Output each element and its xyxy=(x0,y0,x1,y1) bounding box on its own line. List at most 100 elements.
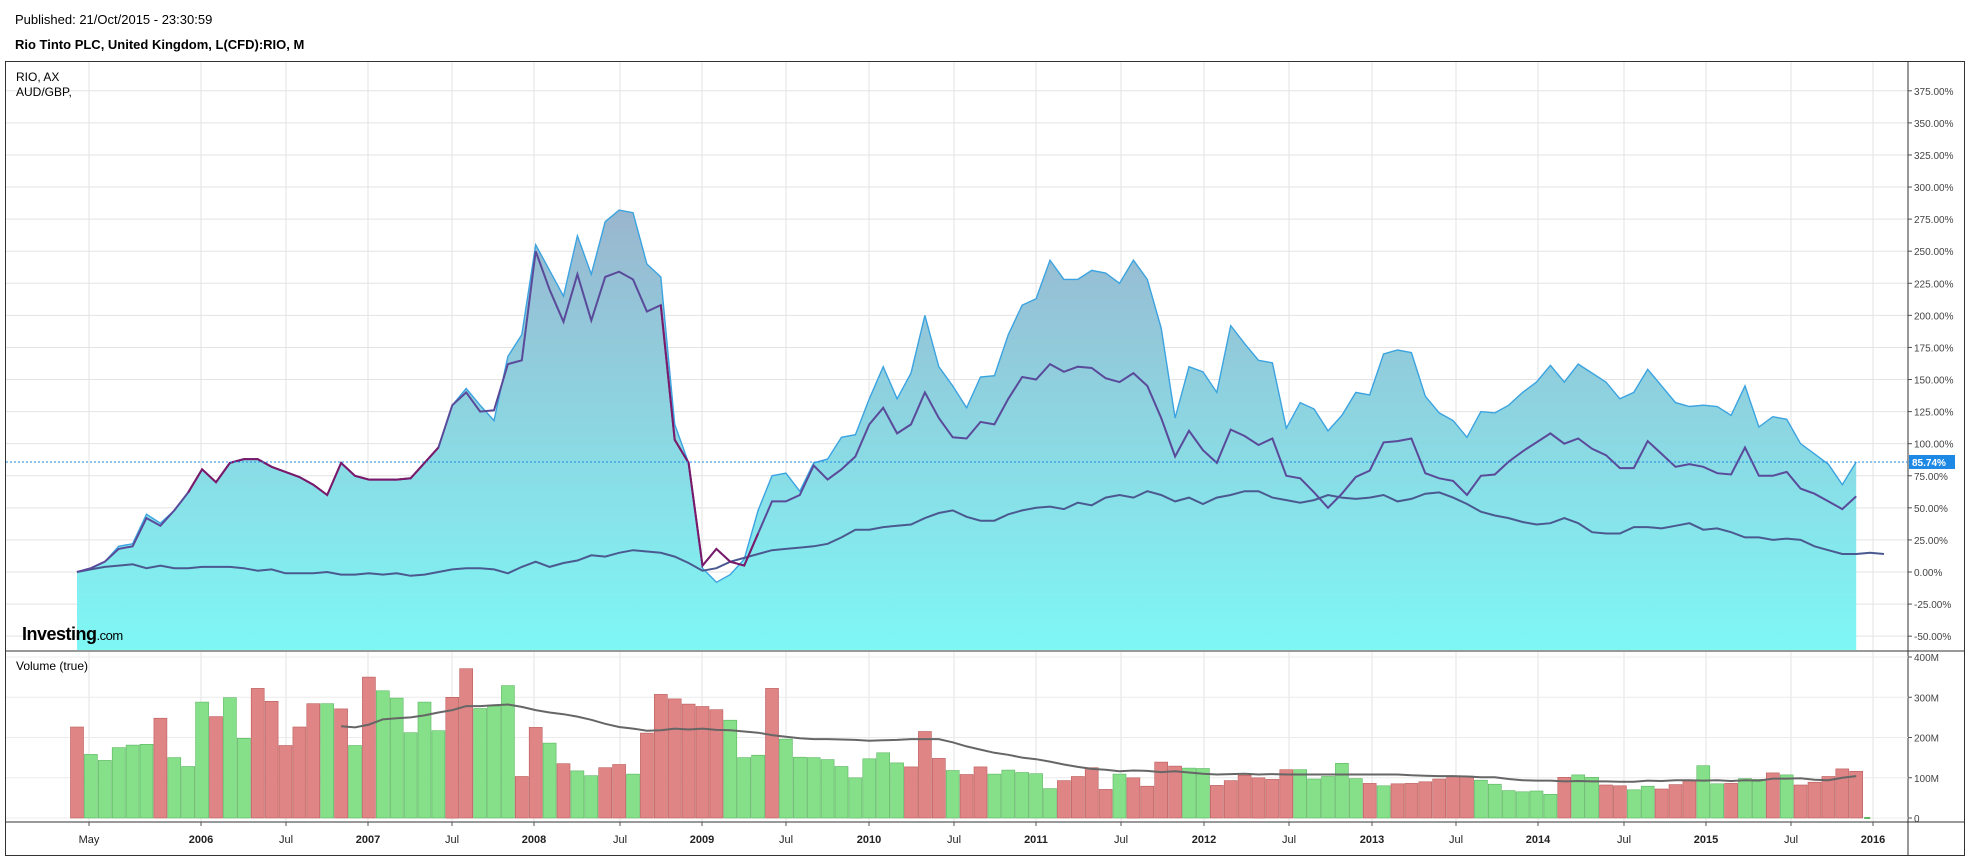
series-line-aud-gbp xyxy=(76,490,1885,577)
x-tick-label: 2013 xyxy=(1360,834,1384,846)
volume-bar xyxy=(1515,791,1530,819)
volume-bar xyxy=(1140,785,1155,819)
x-tick-label: Jul xyxy=(1449,834,1463,846)
volume-bar xyxy=(1182,767,1196,819)
x-tick-label: 2009 xyxy=(690,834,714,846)
legend-item-rio-ax: RIO, AX xyxy=(16,70,60,84)
volume-bar xyxy=(1474,779,1488,819)
y-tick-label: 250.00% xyxy=(1914,247,1954,258)
x-tick-label: 2011 xyxy=(1024,834,1048,846)
volume-bar xyxy=(695,706,710,819)
volume-bar xyxy=(125,744,140,819)
legend-item-aud-gbp: AUD/GBP, xyxy=(16,85,72,99)
volume-bar xyxy=(945,770,960,819)
volume-bar xyxy=(167,757,182,819)
y-tick-label: 300.00% xyxy=(1914,183,1954,194)
volume-bar xyxy=(1349,778,1363,819)
volume-bar xyxy=(1571,774,1585,819)
y-tick-label: 150.00% xyxy=(1914,376,1954,387)
x-tick-label: Jul xyxy=(613,834,627,846)
volume-bar xyxy=(111,747,126,819)
volume-bar xyxy=(1738,778,1752,819)
volume-bar xyxy=(1613,785,1627,819)
x-tick-label: Jul xyxy=(1282,834,1296,846)
volume-bar xyxy=(403,732,418,819)
y-tick-label: 350.00% xyxy=(1914,119,1954,130)
y-tick-label: 100.00% xyxy=(1914,440,1954,451)
volume-bar xyxy=(834,766,849,819)
volume-bar xyxy=(1529,790,1544,819)
y-tick-label: 25.00% xyxy=(1914,536,1948,547)
volume-bar xyxy=(1362,783,1377,819)
x-tick-label: 2015 xyxy=(1694,834,1718,846)
volume-bar xyxy=(709,709,724,819)
chart-title: Rio Tinto PLC, United Kingdom, L(CFD):RI… xyxy=(15,37,305,52)
x-tick-label: May xyxy=(79,834,100,846)
volume-bar xyxy=(542,742,557,819)
x-tick-label: 2014 xyxy=(1526,834,1551,846)
volume-bar xyxy=(1321,776,1335,819)
volume-bar xyxy=(1696,765,1711,819)
volume-bar xyxy=(528,727,543,819)
volume-y-tick-label: 400M xyxy=(1914,653,1939,664)
volume-bar xyxy=(820,759,835,819)
volume-bar xyxy=(70,726,84,819)
volume-bar xyxy=(1376,785,1391,819)
published-timestamp: Published: 21/Oct/2015 - 23:30:59 xyxy=(15,12,213,27)
volume-bar xyxy=(487,705,501,819)
x-tick-label: 2012 xyxy=(1192,834,1216,846)
volume-bar xyxy=(1154,761,1168,819)
volume-bar xyxy=(681,703,696,819)
current-value-label: 85.74% xyxy=(1912,458,1946,469)
x-tick-label: Jul xyxy=(445,834,459,846)
y-tick-label: 0.00% xyxy=(1914,568,1942,579)
volume-bar xyxy=(987,773,1002,819)
volume-bar xyxy=(918,731,932,819)
volume-bar xyxy=(1807,781,1822,819)
volume-bar xyxy=(1390,783,1405,819)
volume-bar xyxy=(1168,765,1182,819)
volume-bar xyxy=(1084,767,1099,819)
volume-bar xyxy=(1307,778,1321,819)
volume-bar xyxy=(153,717,168,819)
volume-bar xyxy=(292,726,307,819)
volume-bar xyxy=(1501,790,1516,819)
volume-bar xyxy=(459,668,474,819)
y-tick-label: 275.00% xyxy=(1914,215,1954,226)
y-tick-label: 375.00% xyxy=(1914,87,1954,98)
volume-moving-average-line xyxy=(341,703,1857,783)
volume-bar xyxy=(362,676,376,819)
volume-bar xyxy=(792,756,807,819)
x-tick-label: Jul xyxy=(279,834,293,846)
y-tick-label: 125.00% xyxy=(1914,408,1954,419)
chart-frame xyxy=(5,61,1965,856)
volume-bar xyxy=(1071,776,1085,819)
volume-bar xyxy=(612,764,626,819)
volume-bar xyxy=(1210,785,1224,819)
volume-bar xyxy=(1043,788,1057,819)
volume-bar xyxy=(1835,768,1850,819)
volume-bar xyxy=(1098,789,1113,819)
volume-bar xyxy=(904,766,918,819)
x-tick-label: Jul xyxy=(947,834,961,846)
volume-bar xyxy=(445,696,460,819)
volume-bar xyxy=(1001,769,1016,819)
volume-bar xyxy=(806,757,821,819)
volume-bar xyxy=(876,752,891,819)
volume-bar xyxy=(1724,783,1738,819)
volume-bar xyxy=(278,745,293,819)
volume-bar xyxy=(1015,772,1030,819)
volume-bar xyxy=(1335,762,1349,819)
x-tick-label: Jul xyxy=(779,834,793,846)
volume-bar xyxy=(1557,776,1572,819)
y-tick-label: 325.00% xyxy=(1914,151,1954,162)
volume-bar xyxy=(1599,784,1613,819)
volume-y-tick-label: 200M xyxy=(1914,734,1939,745)
volume-bar xyxy=(501,685,515,819)
volume-bar xyxy=(1710,783,1724,819)
volume-bar xyxy=(250,688,265,819)
volume-bar xyxy=(1752,779,1766,819)
volume-bar xyxy=(1432,778,1446,819)
volume-bar xyxy=(1418,781,1433,819)
